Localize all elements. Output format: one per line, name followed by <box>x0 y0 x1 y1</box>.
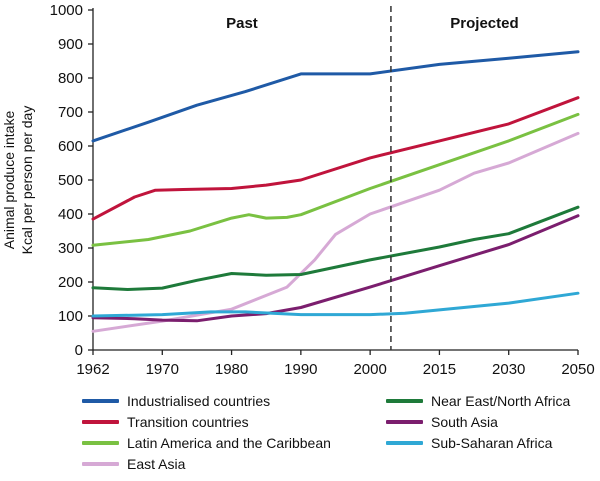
x-tick-label: 2050 <box>561 361 594 378</box>
legend-label: Near East/North Africa <box>431 393 571 409</box>
legend-swatch <box>82 462 119 466</box>
legend-label: Industrialised countries <box>127 393 271 409</box>
legend-item: Transition countries <box>82 411 249 433</box>
y-axis-title-line: Animal produce intake <box>1 111 17 250</box>
legend-item: Latin America and the Caribbean <box>82 432 331 454</box>
y-axis-title-line: Kcal per person per day <box>19 106 35 255</box>
y-tick-label: 0 <box>75 342 83 359</box>
y-tick-label: 700 <box>58 104 83 121</box>
y-tick-label: 400 <box>58 206 83 223</box>
series-lines <box>91 50 580 333</box>
x-tick-label: 1980 <box>215 361 248 378</box>
y-tick-label: 800 <box>58 70 83 87</box>
series-line-near-east-north-africa <box>91 205 580 291</box>
projected-label: Projected <box>450 15 518 32</box>
x-tick-label: 2015 <box>423 361 456 378</box>
chart-legend: Industrialised countries Transition count… <box>82 390 592 478</box>
series-line-latin-america-and-the-caribbean <box>91 112 580 247</box>
series-line-east-asia <box>91 131 580 333</box>
legend-swatch <box>386 420 423 424</box>
y-tick-label: 1000 <box>50 2 83 19</box>
y-tick-label: 900 <box>58 36 83 53</box>
legend-label: Latin America and the Caribbean <box>127 435 331 451</box>
legend-swatch <box>82 399 119 403</box>
legend-swatch <box>386 441 423 445</box>
legend-item: Sub-Saharan Africa <box>386 432 552 454</box>
legend-label: Sub-Saharan Africa <box>431 435 553 451</box>
legend-swatch <box>82 420 119 424</box>
legend-label: East Asia <box>127 456 186 472</box>
legend-item: East Asia <box>82 453 185 475</box>
legend-swatch <box>386 399 423 403</box>
y-tick-label: 100 <box>58 308 83 325</box>
legend-label: South Asia <box>431 414 498 430</box>
x-tick-label: 2030 <box>492 361 525 378</box>
series-line-industrialised-countries <box>91 50 580 143</box>
series-line-sub-saharan-africa <box>91 291 580 318</box>
legend-item: South Asia <box>386 411 498 433</box>
legend-swatch <box>82 441 119 445</box>
series-line-transition-countries <box>91 96 580 221</box>
x-tick-label: 1962 <box>76 361 109 378</box>
x-axis: 1962 1970 1980 1990 2000 2015 2030 2050 <box>76 349 595 378</box>
legend-item: Near East/North Africa <box>386 390 570 412</box>
past-label: Past <box>226 15 258 32</box>
chart-plot: 0 100 200 300 400 500 600 700 800 900 1000 1962 197… <box>1 2 595 378</box>
legend-item: Industrialised countries <box>82 390 270 412</box>
y-tick-label: 200 <box>58 274 83 291</box>
x-tick-label: 2000 <box>353 361 386 378</box>
y-axis-title: Animal produce intake Kcal per person per… <box>1 106 35 255</box>
y-tick-label: 600 <box>58 138 83 155</box>
x-tick-label: 1970 <box>146 361 179 378</box>
y-axis: 0 100 200 300 400 500 600 700 800 900 1000 <box>50 2 94 359</box>
y-tick-label: 300 <box>58 240 83 257</box>
x-tick-label: 1990 <box>284 361 317 378</box>
y-tick-label: 500 <box>58 172 83 189</box>
legend-label: Transition countries <box>127 414 249 430</box>
